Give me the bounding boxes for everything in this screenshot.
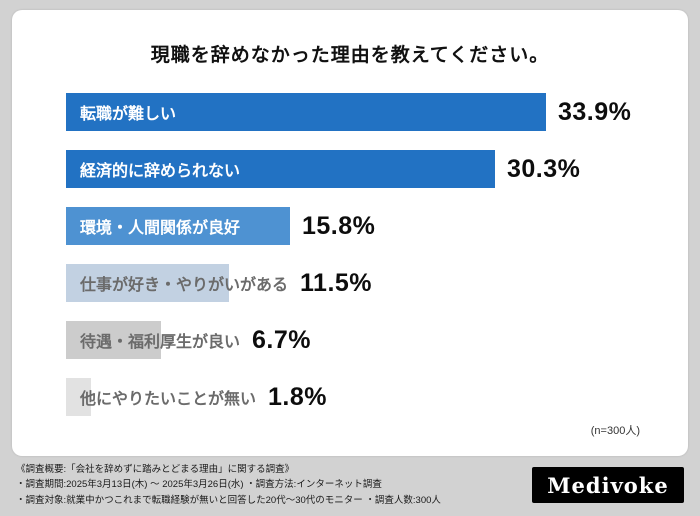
bar-row: 他にやりたいことが無い 1.8% <box>66 378 668 416</box>
bar-value-label: 11.5% <box>300 268 373 297</box>
bar-category-label: 経済的に辞められない <box>80 163 241 180</box>
survey-note-line3: ・調査対象:就業中かつこれまで転職経験が無いと回答した20代〜30代のモニター … <box>16 494 441 506</box>
bar-labels-overlay: 待遇・福利厚生が良い 6.7% <box>66 321 311 359</box>
bar-row: 待遇・福利厚生が良い 6.7% <box>66 321 668 359</box>
bar-value-label: 30.3% <box>507 154 581 183</box>
bar-row: 仕事が好き・やりがいがある 11.5% <box>66 264 668 302</box>
sample-size-note: (n=300人) <box>590 425 640 437</box>
bar-category-label: 転職が難しい <box>80 106 177 123</box>
bar-value-label: 6.7% <box>252 325 311 354</box>
bar-chart: 転職が難しい 33.9% 経済的に辞められない 30.3% 環境・人間関係が良好 15.8… <box>32 93 668 416</box>
bar <box>66 321 161 359</box>
bar <box>66 207 290 245</box>
survey-notes: 《調査概要:「会社を辞めずに踏みとどまる理由」に関する調査》 ・調査期間:202… <box>16 462 441 508</box>
bar-value-label: 1.8% <box>268 382 327 411</box>
bar <box>66 93 546 131</box>
bar-category-label: 待遇・福利厚生が良い <box>80 334 241 351</box>
bar <box>66 150 495 188</box>
bar-category-label: 仕事が好き・やりがいがある <box>80 277 289 294</box>
bar-category-label: 他にやりたいことが無い <box>80 391 257 408</box>
bar-labels-overlay: 環境・人間関係が良好 15.8% <box>66 207 375 245</box>
bar-labels-overlay: 仕事が好き・やりがいがある 11.5% <box>66 264 372 302</box>
chart-card: 現職を辞めなかった理由を教えてください。 転職が難しい 33.9% 経済的に辞められ… <box>12 10 688 456</box>
footer: 《調査概要:「会社を辞めずに踏みとどまる理由」に関する調査》 ・調査期間:202… <box>12 456 688 508</box>
bar <box>66 378 91 416</box>
bar-value-label: 33.9% <box>558 97 632 126</box>
bar-row: 環境・人間関係が良好 15.8% <box>66 207 668 245</box>
medivoke-logo: Medivoke <box>532 467 684 503</box>
bar-row: 転職が難しい 33.9% <box>66 93 668 131</box>
bar-labels-overlay: 経済的に辞められない 30.3% <box>66 150 580 188</box>
survey-note-line1: 《調査概要:「会社を辞めずに踏みとどまる理由」に関する調査》 <box>16 464 295 476</box>
bar-category-label: 環境・人間関係が良好 <box>80 220 241 237</box>
bar-row: 経済的に辞められない 30.3% <box>66 150 668 188</box>
bar <box>66 264 229 302</box>
bar-labels-overlay: 転職が難しい 33.9% <box>66 93 631 131</box>
chart-title: 現職を辞めなかった理由を教えてください。 <box>150 45 550 66</box>
bar-labels-overlay: 他にやりたいことが無い 1.8% <box>66 378 327 416</box>
bar-value-label: 15.8% <box>302 211 376 240</box>
survey-note-line2: ・調査期間:2025年3月13日(木) 〜 2025年3月26日(水) ・調査方… <box>16 479 382 491</box>
